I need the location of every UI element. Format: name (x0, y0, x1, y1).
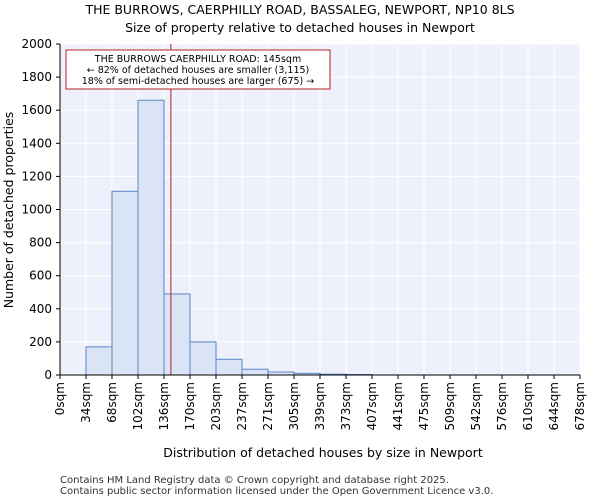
y-tick-label: 1400 (21, 136, 52, 150)
y-axis-label: Number of detached properties (1, 112, 16, 309)
annotation-border (65, 49, 331, 90)
bars (85, 99, 373, 376)
x-tick-label: 136sqm (157, 382, 171, 430)
footer-line-2: Contains public sector information licen… (60, 486, 493, 497)
y-tick-label: 600 (29, 269, 52, 283)
x-tick-label: 678sqm (573, 382, 587, 430)
y-tick-label: 800 (29, 236, 52, 250)
x-tick-label: 441sqm (391, 382, 405, 430)
x-tick-label: 102sqm (131, 382, 145, 430)
x-axis-label: Distribution of detached houses by size … (163, 445, 483, 460)
x-tick-label: 305sqm (287, 382, 301, 430)
histogram-bar (111, 190, 139, 376)
axes (56, 43, 581, 379)
y-tick-label: 200 (29, 335, 52, 349)
x-tick-label: 542sqm (469, 382, 483, 430)
y-tick-label: 1000 (21, 203, 52, 217)
y-tick-labels: 0 200 400 600 800 1000 1200 1400 1600 1800 2000 (21, 37, 52, 382)
y-tick-label: 0 (44, 368, 52, 382)
histogram-bar (163, 293, 191, 376)
y-tick-label: 2000 (21, 37, 52, 51)
y-tick-label: 1600 (21, 103, 52, 117)
y-tick-label: 1200 (21, 169, 52, 183)
x-tick-label: 373sqm (339, 382, 353, 430)
x-tick-label: 610sqm (521, 382, 535, 430)
x-tick-label: 576sqm (495, 382, 509, 430)
annotation-line-2: ← 82% of detached houses are smaller (3,… (87, 65, 310, 76)
histogram-bar (85, 346, 113, 376)
x-tick-label: 68sqm (105, 382, 119, 423)
x-tick-label: 0sqm (53, 382, 67, 415)
histogram-bar (241, 368, 269, 376)
x-tick-label: 203sqm (209, 382, 223, 430)
x-tick-label: 339sqm (313, 382, 327, 430)
x-tick-label: 170sqm (183, 382, 197, 430)
x-tick-label: 475sqm (417, 382, 431, 430)
chart-subtitle: Size of property relative to detached ho… (125, 20, 475, 35)
footer-line-1: Contains HM Land Registry data © Crown c… (60, 475, 449, 486)
histogram-bar (137, 99, 165, 376)
x-tick-label: 271sqm (261, 382, 275, 430)
annotation-line-1: THE BURROWS CAERPHILLY ROAD: 145sqm (94, 54, 301, 65)
annotation-box: THE BURROWS CAERPHILLY ROAD: 145sqm ← 82… (65, 49, 331, 90)
histogram-bar (215, 358, 243, 376)
annotation-line-3: 18% of semi-detached houses are larger (… (82, 76, 315, 87)
x-tick-labels: 0sqm 34sqm 68sqm 102sqm 136sqm 170sqm 203sqm 23… (53, 382, 587, 430)
x-tick-label: 34sqm (79, 382, 93, 423)
x-tick-label: 509sqm (443, 382, 457, 430)
y-tick-label: 1800 (21, 70, 52, 84)
x-tick-label: 407sqm (365, 382, 379, 430)
histogram-bar (189, 341, 217, 376)
chart-title: THE BURROWS, CAERPHILLY ROAD, BASSALEG, … (84, 2, 514, 17)
y-tick-label: 400 (29, 302, 52, 316)
x-tick-label: 237sqm (235, 382, 249, 430)
x-tick-label: 644sqm (547, 382, 561, 430)
